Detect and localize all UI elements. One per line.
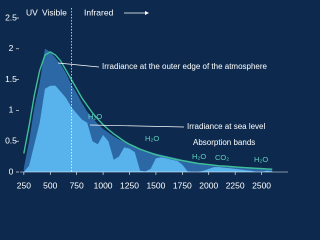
y-tick-label: 2 (9, 43, 14, 53)
x-tick-label: 500 (43, 180, 57, 190)
y-tick-label: 1.5 (5, 74, 17, 84)
absorption-label: H₂O (145, 134, 159, 143)
x-tick-label: 1750 (173, 180, 192, 190)
x-tick-label: 1250 (120, 180, 139, 190)
sea-label: Irradiance at sea level (187, 122, 265, 131)
leader-line (89, 124, 185, 128)
x-tick-label: 250 (17, 180, 31, 190)
bands-label: Absorption bands (193, 138, 255, 147)
x-tick-label: 1500 (146, 180, 165, 190)
x-tick-label: 750 (70, 180, 84, 190)
x-tick-label: 2250 (226, 180, 245, 190)
y-tick-label: 1 (9, 105, 14, 115)
x-tick-label: 2500 (252, 180, 271, 190)
absorption-label: H₂O (254, 155, 268, 164)
arrow-head (145, 11, 149, 15)
x-tick-label: 1000 (94, 180, 113, 190)
absorption-label: H₂O (192, 152, 206, 161)
absorption-label: CO₂ (215, 153, 229, 162)
curve (23, 51, 273, 170)
infrared-label: Infrared (84, 7, 114, 17)
chart: UV Visible Infrared Irradiance at the ou… (5, 7, 288, 191)
y-tick-label: 0 (9, 166, 14, 176)
area (23, 85, 273, 172)
y-tick-label: 0.5 (5, 135, 17, 145)
leader-line (57, 62, 100, 68)
uv-label: UV (26, 7, 38, 17)
visible-label: Visible (42, 7, 67, 17)
plot-area (16, 8, 288, 175)
y-tick-label: 2.5 (5, 12, 17, 22)
outer-label: Irradiance at the outer edge of the atmo… (102, 62, 268, 71)
x-tick-label: 2000 (199, 180, 218, 190)
absorption-label: H₂O (88, 112, 102, 121)
